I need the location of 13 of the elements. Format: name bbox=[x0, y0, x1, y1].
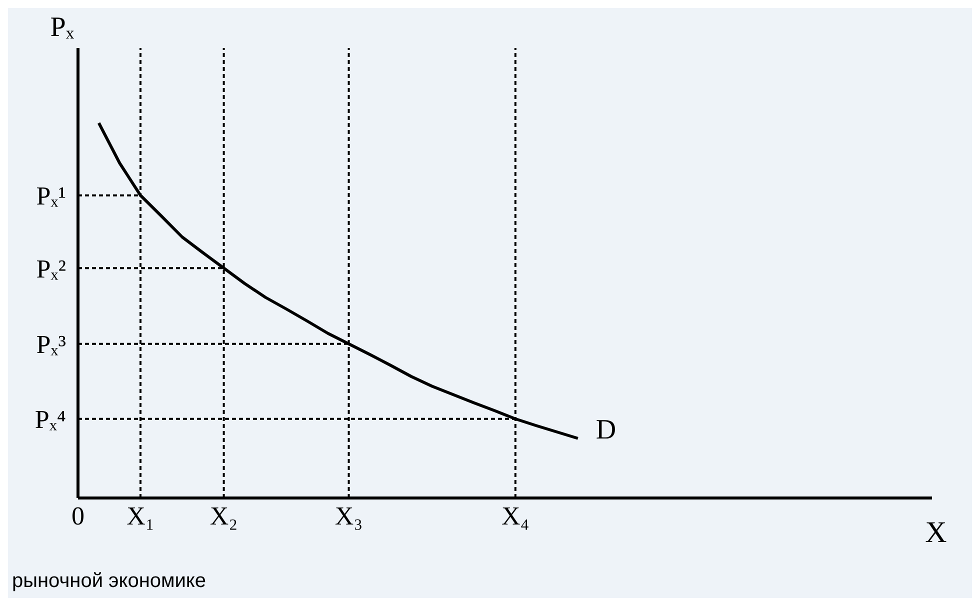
x-tick-label: 0 bbox=[72, 501, 84, 530]
x-tick-label: X₄ bbox=[501, 501, 530, 530]
y-axis-title: Pₓ bbox=[50, 12, 75, 43]
x-axis-title: X bbox=[925, 516, 948, 549]
text: рыночной экономике bbox=[12, 570, 206, 593]
series-label: D bbox=[596, 414, 616, 446]
x-tick-label: X₁ bbox=[126, 501, 154, 530]
x-tick-label: X₃ bbox=[334, 501, 363, 530]
x-tick-label: X₂ bbox=[210, 501, 238, 530]
ref-line-label: Pₓ³ bbox=[36, 330, 66, 360]
ref-line-label: Pₓ⁴ bbox=[34, 405, 66, 434]
ref-line-label: Pₓ² bbox=[36, 254, 66, 284]
ref-line-label: Pₓ¹ bbox=[36, 182, 66, 211]
